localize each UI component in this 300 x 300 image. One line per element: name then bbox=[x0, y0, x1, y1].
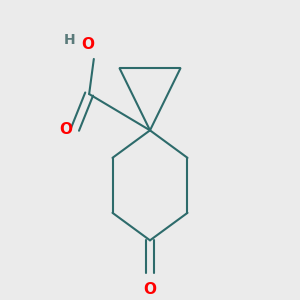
Text: O: O bbox=[82, 38, 94, 52]
Text: H: H bbox=[63, 33, 75, 47]
Text: O: O bbox=[143, 282, 157, 297]
Text: O: O bbox=[59, 122, 72, 137]
